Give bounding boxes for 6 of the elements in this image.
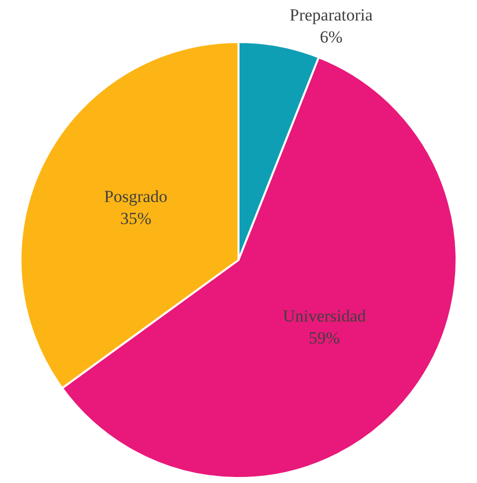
- slice-label: Posgrado: [104, 187, 168, 206]
- data-label: 6%: [320, 28, 342, 47]
- data-label: 59%: [308, 328, 340, 348]
- slice-label: Universidad: [282, 306, 366, 326]
- slice-label: Preparatoria: [290, 5, 374, 24]
- data-label: 35%: [120, 209, 152, 228]
